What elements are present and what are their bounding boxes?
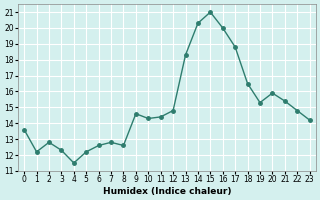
X-axis label: Humidex (Indice chaleur): Humidex (Indice chaleur) xyxy=(103,187,231,196)
